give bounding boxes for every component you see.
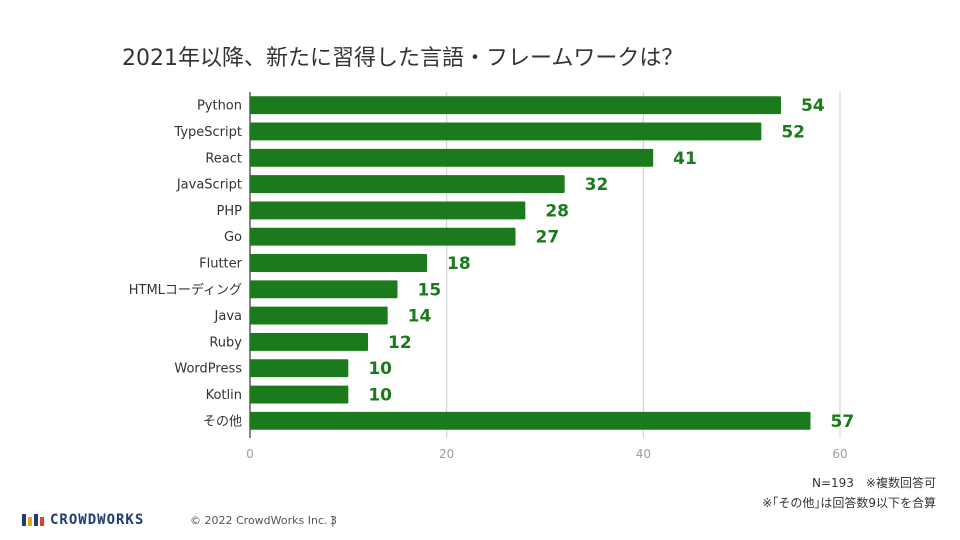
- bar: [250, 280, 398, 299]
- bar: [250, 96, 781, 115]
- category-label: React: [205, 151, 242, 166]
- page-number: 3: [330, 514, 337, 527]
- bar: [250, 201, 526, 220]
- category-label: Go: [224, 230, 242, 245]
- value-label: 52: [781, 122, 805, 142]
- bar: [250, 385, 349, 404]
- sample-size-note: N=193 ※複数回答可: [812, 476, 936, 490]
- x-tick-label: 20: [439, 447, 454, 461]
- bars: [250, 96, 811, 430]
- value-label: 41: [673, 149, 697, 169]
- x-axis-ticks: 0 20 40 60: [246, 447, 847, 461]
- category-label: HTMLコーディング: [129, 282, 242, 298]
- value-label: 12: [388, 333, 412, 353]
- value-label: 57: [831, 412, 855, 432]
- bar: [250, 359, 349, 378]
- value-label: 32: [585, 175, 609, 195]
- bar: [250, 175, 565, 194]
- x-tick-label: 60: [832, 447, 847, 461]
- bar: [250, 306, 388, 325]
- category-label: Flutter: [199, 257, 243, 272]
- value-label: 14: [408, 307, 432, 327]
- bar: [250, 411, 811, 430]
- bar: [250, 254, 427, 272]
- category-label: その他: [203, 414, 242, 429]
- chart-title: 2021年以降、新たに習得した言語・フレームワークは？: [122, 46, 684, 71]
- category-label: TypeScript: [173, 125, 242, 140]
- category-label: Python: [197, 99, 242, 114]
- crowdworks-logo: CROWDWORKS: [22, 512, 144, 528]
- value-label: 18: [447, 254, 471, 274]
- bar: [250, 227, 516, 246]
- value-label: 10: [368, 386, 392, 406]
- category-label: Kotlin: [206, 388, 242, 403]
- bar: [250, 148, 654, 167]
- category-label: WordPress: [174, 362, 242, 377]
- value-label: 27: [536, 228, 560, 248]
- category-labels: Python TypeScript React JavaScript PHP Go Flut…: [129, 99, 243, 430]
- bar: [250, 122, 762, 141]
- logo-mark-icon: [22, 514, 44, 526]
- category-label: Java: [214, 309, 242, 324]
- value-label: 28: [545, 201, 569, 221]
- bar: [250, 332, 368, 351]
- logo-text: CROWDWORKS: [50, 512, 145, 528]
- value-label: 15: [418, 280, 442, 300]
- category-label: Ruby: [209, 335, 242, 350]
- other-note: ※｢その他｣は回答数9以下を合算: [762, 496, 936, 510]
- x-tick-label: 40: [636, 447, 651, 461]
- x-tick-label: 0: [246, 447, 254, 461]
- value-label: 10: [368, 359, 392, 379]
- value-label: 54: [801, 96, 825, 116]
- copyright: © 2022 CrowdWorks Inc. |: [190, 514, 335, 527]
- category-label: PHP: [217, 204, 243, 219]
- category-label: JavaScript: [176, 178, 242, 193]
